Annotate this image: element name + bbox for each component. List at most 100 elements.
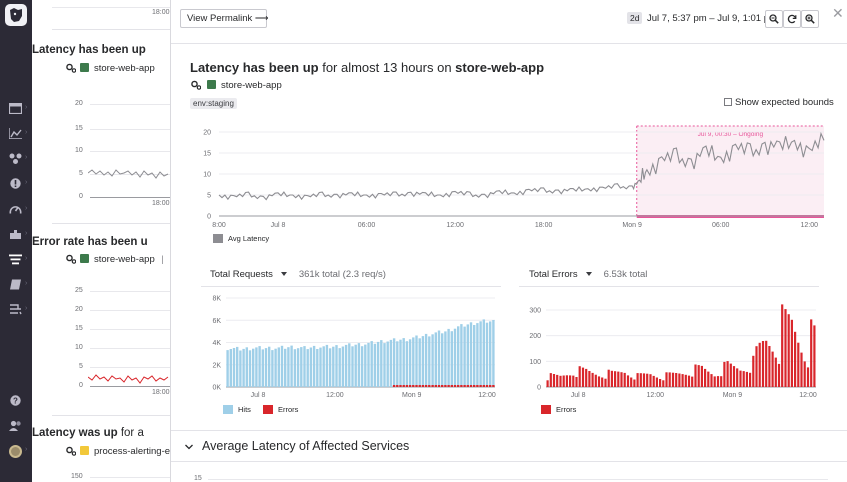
zoom-in-button[interactable] xyxy=(801,10,819,28)
notebooks-icon[interactable] xyxy=(9,279,22,290)
hits-bar xyxy=(325,344,329,387)
errors-bar xyxy=(434,385,437,387)
hits-bar xyxy=(396,341,399,387)
synthetics-icon[interactable] xyxy=(9,204,22,215)
service-row: store-web-app xyxy=(191,80,282,91)
hits-bar xyxy=(408,339,412,387)
hits-bar xyxy=(466,324,469,387)
card-separator xyxy=(52,223,172,224)
hits-bar xyxy=(492,320,495,387)
hits-bar xyxy=(357,343,361,387)
x-tick: 12:00 xyxy=(799,392,817,399)
bg-card-title[interactable]: Error rate has been u xyxy=(32,236,148,248)
latency-legend: Avg Latency xyxy=(213,234,269,243)
total-errors-header[interactable]: Total Errors 6.53k total xyxy=(529,269,648,280)
hits-bar xyxy=(457,326,460,387)
hits-bar xyxy=(376,341,380,387)
team-icon[interactable] xyxy=(9,420,22,431)
refresh-button[interactable] xyxy=(783,10,801,28)
datadog-logo[interactable] xyxy=(5,4,27,26)
errors-bar xyxy=(428,385,431,387)
bg-card-title[interactable]: Latency was up for a xyxy=(32,427,144,439)
latency-chart[interactable]: Jul 9, 00:30 – Ongoing 0 5 10 15 20 8:00 Jul 8 0… xyxy=(171,118,847,242)
y-tick: 10 xyxy=(75,147,83,154)
errors-bar xyxy=(418,385,421,387)
hits-bar xyxy=(303,346,306,387)
user-avatar[interactable] xyxy=(9,445,22,458)
affected-services-section[interactable]: Average Latency of Affected Services xyxy=(171,430,847,462)
errors-bar xyxy=(736,368,739,387)
y-tick: 300 xyxy=(529,308,541,315)
hits-bar xyxy=(473,325,476,387)
hits-bar xyxy=(242,348,245,387)
errors-legend: Errors xyxy=(541,405,576,414)
legend-swatch xyxy=(213,234,223,243)
errors-bar xyxy=(742,371,745,387)
dashboard-icon[interactable] xyxy=(9,103,22,114)
hits-bar xyxy=(389,339,393,387)
errors-bar xyxy=(588,371,591,387)
y-tick: 2K xyxy=(212,362,221,369)
hits-bar xyxy=(341,346,345,387)
time-range-badge[interactable]: 2d xyxy=(627,12,643,24)
security-icon[interactable] xyxy=(9,304,22,315)
zoom-out-icon xyxy=(769,14,779,24)
bg-card-title[interactable]: Latency has been up xyxy=(32,44,146,56)
errors-bar xyxy=(565,375,568,387)
requests-header-divider xyxy=(201,286,501,287)
hits-bar xyxy=(428,336,431,387)
time-range-text[interactable]: Jul 7, 5:37 pm – Jul 9, 1:01 pm xyxy=(647,13,777,24)
total-errors-chart[interactable]: 0 100 200 300 Jul 8 12:00 Mon 9 12:00 xyxy=(511,300,847,402)
errors-bar xyxy=(758,342,761,387)
help-icon[interactable]: ? xyxy=(9,395,22,406)
integrations-icon[interactable] xyxy=(9,229,22,240)
grid-line xyxy=(90,329,170,330)
hits-bar xyxy=(485,322,489,387)
zoom-out-button[interactable] xyxy=(765,10,783,28)
total-requests-header[interactable]: Total Requests 361k total (2.3 req/s) xyxy=(210,269,386,280)
errors-bar xyxy=(620,372,623,387)
errors-bar xyxy=(761,341,765,387)
svg-text:?: ? xyxy=(13,397,18,406)
hits-bar xyxy=(482,319,485,387)
errors-bar xyxy=(549,373,552,387)
service-color-swatch xyxy=(207,80,216,89)
y-tick: 0 xyxy=(79,382,83,389)
errors-bar xyxy=(460,385,463,387)
errors-bar xyxy=(697,365,700,387)
show-expected-bounds-toggle[interactable]: Show expected bounds xyxy=(724,97,834,108)
errors-bar xyxy=(441,385,444,387)
hits-bar xyxy=(236,346,239,387)
hits-bar xyxy=(274,348,277,387)
card-separator xyxy=(52,415,172,416)
hits-bar xyxy=(322,346,325,387)
total-requests-chart[interactable]: 0K 2K 4K 6K 8K Jul 8 12:00 Mon 9 12:00 xyxy=(171,290,511,402)
apm-icon[interactable] xyxy=(9,153,22,164)
expected-bounds-checkbox[interactable] xyxy=(724,98,732,106)
close-icon[interactable]: ✕ xyxy=(832,5,844,21)
logs-icon[interactable] xyxy=(9,254,22,265)
errors-bar xyxy=(678,373,681,387)
hits-bar xyxy=(293,349,297,387)
errors-bar xyxy=(723,361,726,387)
errors-bar xyxy=(810,319,813,387)
env-tag[interactable]: env:staging xyxy=(190,98,237,109)
hits-bar xyxy=(412,337,415,387)
view-permalink-button[interactable]: View Permalink ⟶ xyxy=(180,9,269,28)
hits-bar xyxy=(431,334,434,387)
y-tick: 5 xyxy=(79,170,83,177)
errors-bar xyxy=(806,367,810,387)
errors-bar xyxy=(710,374,713,387)
errors-bar xyxy=(700,365,703,387)
errors-bar xyxy=(556,374,559,387)
errors-bar xyxy=(781,304,784,387)
hits-bar xyxy=(476,323,479,387)
hits-bar xyxy=(335,345,338,387)
errors-bar xyxy=(704,368,707,387)
errors-bar xyxy=(572,375,575,387)
service-name[interactable]: store-web-app xyxy=(221,80,282,91)
infrastructure-icon[interactable] xyxy=(9,128,22,139)
y-tick: 20 xyxy=(75,100,83,107)
monitors-icon[interactable] xyxy=(9,178,22,189)
errors-bar xyxy=(630,377,633,387)
